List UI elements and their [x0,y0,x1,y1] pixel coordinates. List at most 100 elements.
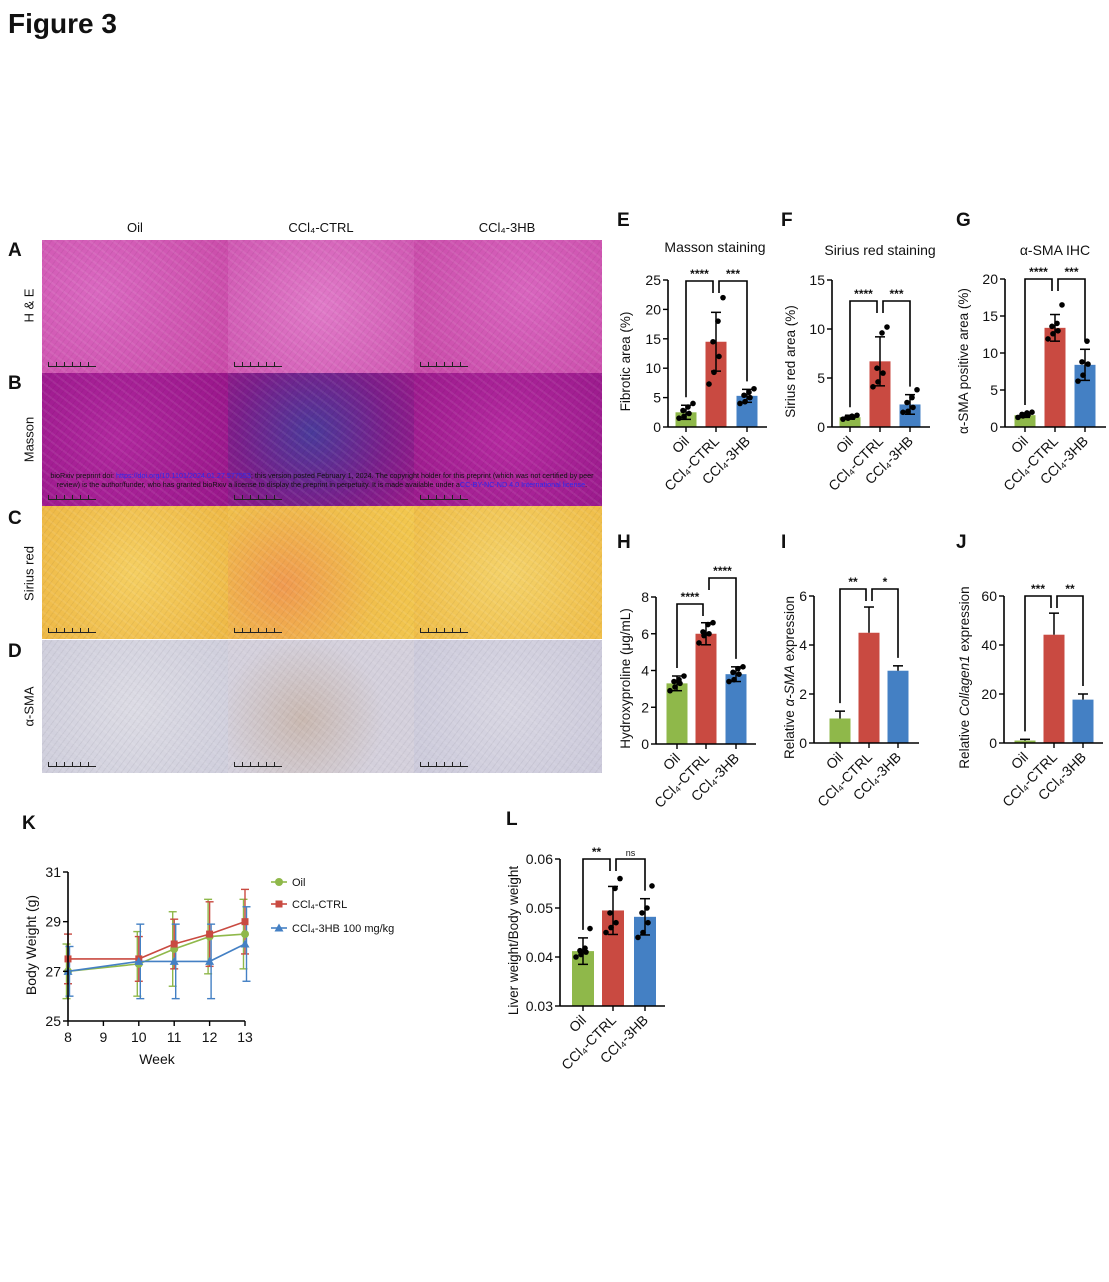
watermark-doi-link[interactable]: https://doi.org/10.1101/2024.01.27.57755… [115,471,251,480]
y-tick-label-f: 15 [809,272,825,288]
data-point-l-2 [639,910,645,916]
y-tick-label-l: 0.06 [526,851,553,867]
data-point-l-2 [635,934,641,941]
x-tick-label-k: 9 [100,1029,108,1045]
scale-bar [420,361,468,367]
figure-title: Figure 3 [8,8,117,39]
y-tick-label-h: 4 [641,663,649,679]
micrograph-sirius-red-ccl4-ctrl [228,506,414,639]
micrograph-he-ccl4-ctrl [228,240,414,373]
data-point-k-2 [134,956,144,965]
significance-bracket-h [676,603,704,669]
series-line-k-0 [67,933,246,973]
micrograph-masson-ccl4-ctrl [228,373,414,506]
column-header-oil: Oil [127,220,143,235]
data-point-f-2 [900,409,906,416]
x-tick-label-e: Oil [669,433,692,456]
micrograph-alpha-sma-ccl4-3hb [414,640,602,773]
y-tick-label-j: 0 [989,735,997,751]
bar-f-0 [839,417,861,427]
data-point-h-1 [700,629,706,635]
data-point-e-2 [737,400,743,407]
x-tick-label-g: Oil [1008,433,1031,456]
bar-j-2 [1072,699,1094,743]
y-axis-label-part: expression [782,596,797,665]
significance-label-e: **** [690,267,709,281]
data-point-k-1 [170,940,178,948]
data-point-h-0 [681,673,687,679]
micrograph-alpha-sma-oil [42,640,228,773]
watermark-license-link[interactable]: CC-BY-NC-ND 4.0 International license [459,480,586,489]
data-point-f-1 [884,324,890,330]
x-tick-label-k: 8 [64,1029,72,1045]
panel-letter-a: A [8,240,22,261]
panel-letter-k: K [22,813,36,834]
scale-bar [234,627,282,633]
y-tick-label-e: 25 [645,272,661,288]
data-point-l-1 [603,929,609,936]
data-point-g-0 [1015,414,1021,421]
panel-letter-i: I [781,532,786,553]
legend-label-k: CCl₄-CTRL [292,899,347,911]
significance-label-h: **** [681,590,700,604]
chart-title-e: Masson staining [664,239,765,255]
data-point-k-1 [206,930,214,938]
y-tick-label-e: 5 [653,390,661,406]
legend-label-k: CCl₄-3HB 100 mg/kg [292,923,394,935]
y-axis-label-l: Liver weight/Body weight [506,866,521,1016]
data-point-e-2 [747,394,753,401]
significance-label-i: ** [848,575,858,589]
bar-h-0 [666,683,688,744]
data-point-f-1 [874,365,880,372]
scale-bar [48,494,96,500]
scale-bar [48,361,96,367]
significance-label-h: **** [713,564,732,578]
data-point-l-0 [587,925,593,932]
significance-label-e: *** [726,267,740,281]
panel-letter-j: J [956,532,967,553]
y-axis-label-part: Collagen1 [957,655,972,716]
significance-bracket-g [1024,278,1053,405]
data-point-e-1 [706,381,712,387]
y-tick-label-j: 20 [981,686,997,702]
y-axis-label-h: Hydroxyproline (μg/mL) [618,608,633,749]
data-point-g-1 [1045,336,1051,342]
y-axis-label-part: Hydroxyproline (μg/mL) [618,608,633,749]
data-point-l-1 [607,910,613,916]
panel-letter-l: L [506,809,518,830]
y-axis-label-f: Sirius red area (%) [783,305,798,418]
bar-i-0 [829,718,851,743]
significance-label-j: *** [1031,582,1045,596]
data-point-k-1 [241,918,249,926]
x-tick-label-k: 13 [237,1029,253,1045]
significance-bracket-l [582,858,611,930]
y-tick-label-f: 10 [809,321,825,337]
data-point-h-0 [667,687,673,694]
micrograph-masson-ccl4-3hb [414,373,602,506]
y-tick-label-k: 31 [45,864,61,880]
panel-letter-b: B [8,373,22,394]
panel-letter-e: E [617,210,630,231]
y-axis-label-part: α-SMA positive area (%) [956,288,971,434]
significance-bracket-i [839,588,867,704]
y-tick-label-f: 5 [817,370,825,386]
bar-l-0 [572,951,594,1006]
data-point-l-1 [613,919,619,926]
y-tick-label-h: 2 [641,699,649,715]
significance-bracket-j [1024,595,1052,732]
x-tick-label-l: Oil [566,1012,589,1035]
significance-bracket-h [708,577,737,659]
y-axis-label-part: Sirius red area (%) [783,305,798,418]
y-axis-label-part: Relative [957,716,972,769]
panel-letter-c: C [8,508,22,529]
bar-i-2 [887,670,909,743]
data-point-l-2 [645,919,651,926]
panel-letter-g: G [956,210,971,231]
bar-f-1 [869,361,891,427]
bar-f-2 [899,404,921,427]
y-tick-label-i: 6 [799,588,807,604]
x-tick-label-f: Oil [833,433,856,456]
preprint-watermark: bioRxiv preprint doi: https://doi.org/10… [42,471,602,489]
y-axis-label-j: Relative Collagen1 expression [957,586,972,768]
